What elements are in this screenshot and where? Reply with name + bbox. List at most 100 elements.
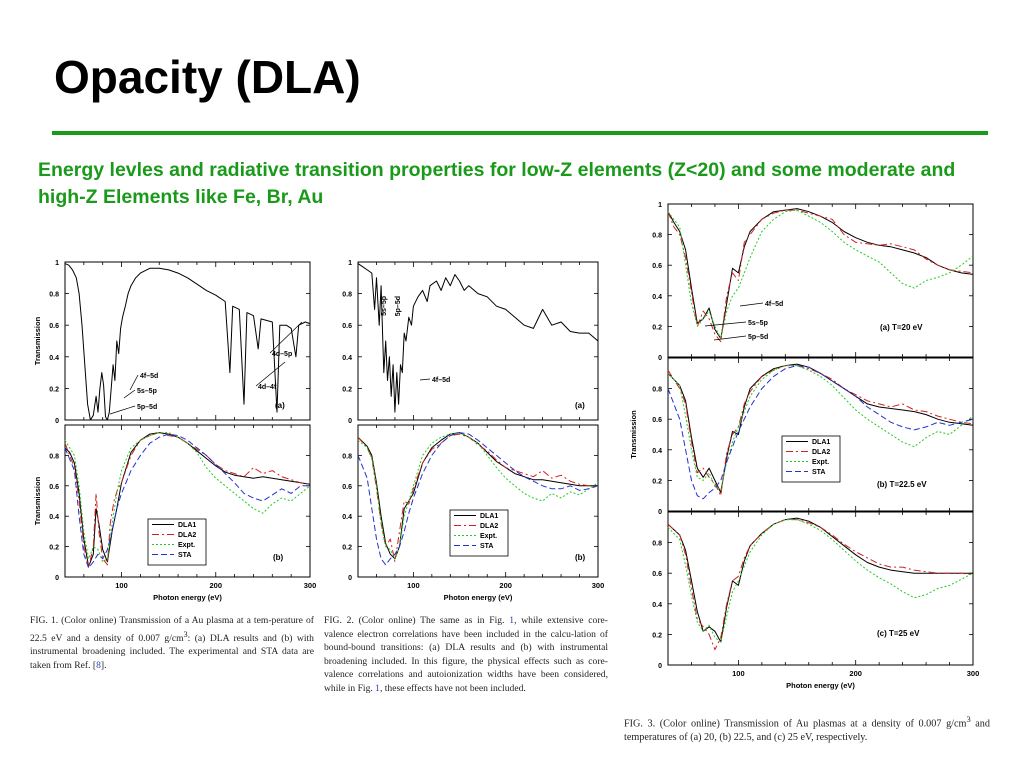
y-tick-label: 0.8 (49, 453, 59, 460)
y-tick-label: 0.2 (49, 386, 59, 393)
y-tick-label: 1 (658, 202, 662, 209)
series-line-sta (64, 433, 310, 569)
series-line-dla1 (64, 263, 311, 421)
y-tick-label: 0 (348, 575, 352, 582)
plot-frame (667, 357, 974, 512)
annotation-leader (269, 321, 303, 354)
y-tick-label: 0.4 (342, 355, 352, 362)
y-tick-label: 0 (348, 418, 352, 425)
y-axis-label: Transmission (33, 476, 42, 525)
annotation-label: 5p–5d (395, 296, 402, 316)
y-tick-label: 1 (55, 260, 59, 267)
legend-box (147, 518, 207, 566)
series-line-expt (667, 519, 974, 643)
annotation-label: 4f–5d (765, 301, 783, 308)
legend-label: Expt. (178, 542, 195, 549)
annotation-leader (109, 405, 136, 415)
figure-2: 0 0.2 0.4 0.6 0.8 1 (a) 5s–5p 5p–5d 4f–5d 0 0.2 0.4… (342, 260, 605, 602)
x-tick-label: 100 (407, 581, 420, 590)
panel-label: (b) (273, 553, 284, 562)
panel-fig3a: 0 0.2 0.4 0.6 0.8 1 (a) T=20 eV 4f–5d 5s–5p 5p–5d (652, 202, 974, 362)
panel-fig1a: 0 0.2 0.4 0.6 0.8 1 Transmission (a) 4f–5d 5s–5p 5… (33, 260, 311, 425)
caption-text: ]. (100, 659, 107, 671)
x-tick-label: 200 (210, 581, 223, 590)
annotation-label: 5s–5p (381, 296, 388, 316)
y-tick-label: 0.8 (652, 233, 662, 240)
figure-3: 0 0.2 0.4 0.6 0.8 1 (a) T=20 eV 4f–5d 5s–5p 5p–5d… (629, 202, 979, 690)
caption-text: FIG. 3. (Color online) Transmission of A… (624, 718, 967, 730)
series-line-dla1 (64, 432, 311, 567)
y-tick-label: 0.2 (652, 478, 662, 485)
panel-label: (b) T=22.5 eV (877, 480, 927, 489)
annotation-label: 5p–5d (137, 404, 157, 411)
panel-fig3c: 0 0.2 0.4 0.6 0.8 100 200 300 Photon energy (eV)… (652, 511, 979, 690)
panel-fig2a: 0 0.2 0.4 0.6 0.8 1 (a) 5s–5p 5p–5d 4f–5d (342, 260, 599, 425)
figure-1: 0 0.2 0.4 0.6 0.8 1 Transmission (a) 4f–5d 5s–5p 5… (33, 260, 316, 602)
panel-fig3b: 0 0.2 0.4 0.6 0.8 Transmission (b) T=22.5 eV DL… (629, 357, 974, 516)
x-tick-label: 100 (732, 669, 745, 678)
reference-link[interactable]: 1 (375, 682, 380, 694)
x-tick-label: 300 (592, 581, 605, 590)
caption-text: FIG. 1. (Color online) Transmission of a… (30, 615, 314, 644)
caption-superscript: 3 (183, 629, 188, 639)
legend-label: DLA2 (812, 449, 830, 456)
series-line-expt (64, 432, 311, 563)
legend-label: STA (480, 543, 493, 550)
panel-label: (a) (575, 401, 585, 410)
reference-link[interactable]: 1 (509, 615, 515, 626)
y-tick-label: 0.4 (49, 355, 59, 362)
y-tick-label: 0.4 (49, 514, 59, 521)
y-tick-label: 0.8 (652, 387, 662, 394)
x-axis-label: Photon energy (eV) (153, 593, 222, 602)
legend-label: DLA1 (480, 513, 498, 520)
plot-frame (64, 261, 311, 421)
y-axis-label: Transmission (33, 316, 42, 365)
annotation-leader (739, 302, 764, 307)
caption-text: , these effects have not been included. (379, 682, 526, 694)
y-tick-label: 0 (55, 418, 59, 425)
x-axis-label: Photon energy (eV) (786, 681, 855, 690)
x-tick-label: 200 (849, 669, 862, 678)
plot-frame (667, 511, 974, 666)
annotation-label: 5s–5p (748, 320, 768, 327)
y-tick-label: 0 (658, 509, 662, 516)
x-tick-label: 200 (499, 581, 512, 590)
y-tick-label: 0.6 (652, 417, 662, 424)
series-line-dla2 (667, 519, 974, 651)
y-tick-label: 0.2 (342, 386, 352, 393)
legend-label: DLA1 (812, 439, 830, 446)
figure-1-caption: FIG. 1. (Color online) Transmission of a… (30, 614, 314, 672)
legend-label: Expt. (480, 533, 497, 540)
caption-text: and temperatures of (a) 20, (b) 22.5, an… (624, 718, 990, 744)
caption-text: : (a) DLA results and (b) with instrumen… (30, 632, 314, 671)
legend-label: Expt. (812, 459, 829, 466)
y-tick-label: 0.8 (652, 541, 662, 548)
series-line-dla2 (667, 365, 974, 497)
legend-label: STA (812, 469, 825, 476)
reference-link[interactable]: 8 (96, 659, 101, 671)
annotation-leader (255, 361, 286, 387)
y-tick-label: 0.4 (652, 602, 662, 609)
series-line-expt (667, 365, 974, 491)
y-tick-label: 0 (658, 663, 662, 670)
annotation-label: 4d–4f (258, 384, 277, 391)
panel-label: (a) T=20 eV (880, 323, 923, 332)
slide-subtitle: Energy levles and radiative transition p… (38, 159, 956, 208)
figure-3-caption: FIG. 3. (Color online) Transmission of A… (624, 712, 990, 745)
y-tick-label: 0.6 (49, 484, 59, 491)
y-tick-label: 0.8 (49, 292, 59, 299)
y-tick-label: 0.6 (342, 323, 352, 330)
annotation-leader (419, 378, 431, 381)
y-tick-label: 0.8 (342, 292, 352, 299)
y-tick-label: 0.4 (652, 294, 662, 301)
annotation-label: 5s–5p (137, 388, 157, 395)
page-title: Opacity (DLA) (54, 51, 361, 103)
y-tick-label: 0.2 (652, 324, 662, 331)
annotation-label: 5p–5d (748, 334, 768, 341)
y-tick-label: 0.6 (652, 263, 662, 270)
series-line-dla2 (64, 432, 311, 569)
plot-frame (357, 424, 599, 578)
panel-fig1b: 0 0.2 0.4 0.6 0.8 100 200 300 Photon energy (eV)… (33, 424, 316, 602)
legend-label: DLA2 (480, 523, 498, 530)
annotation-leader (704, 321, 747, 327)
